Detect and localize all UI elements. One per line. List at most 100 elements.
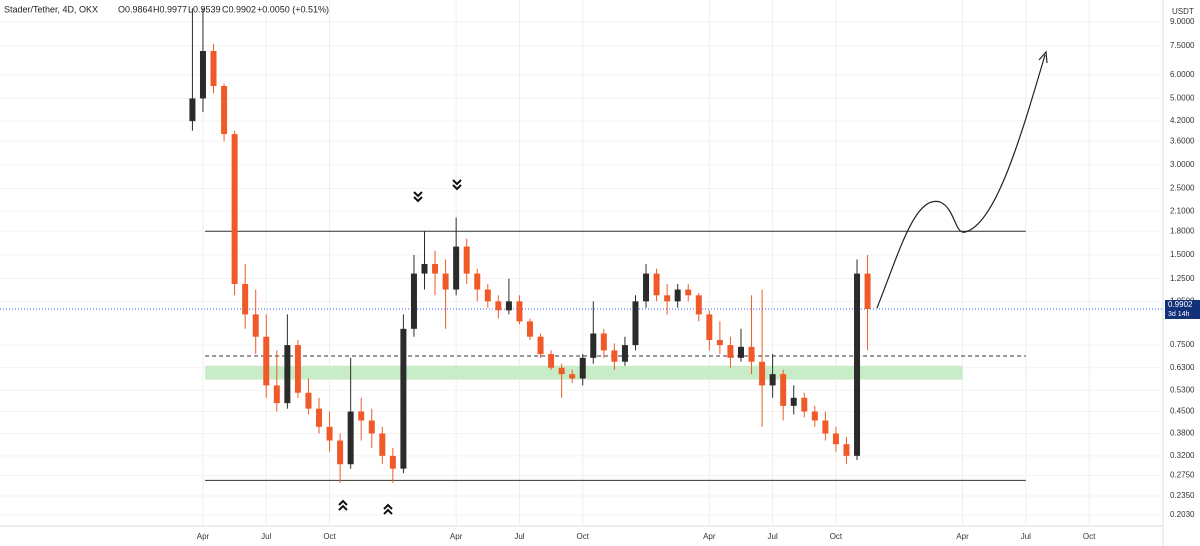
candle-body <box>516 301 523 322</box>
y-tick-label: 0.7500 <box>1170 340 1195 349</box>
candle-body <box>442 273 449 290</box>
candle-body <box>463 246 470 274</box>
candle-body <box>811 411 818 421</box>
x-tick-label: Oct <box>577 532 590 541</box>
candle-body <box>716 339 723 346</box>
candle-body <box>358 411 365 421</box>
candle-body <box>674 289 681 302</box>
candle-body <box>737 346 744 358</box>
chevron-down <box>413 191 423 203</box>
candle-body <box>643 273 650 302</box>
axes: 9.0000 7.5000 6.0000 5.0000 4.2000 3.6000 3.00… <box>197 17 1200 541</box>
candle-body <box>832 433 839 445</box>
candle-body <box>432 263 439 274</box>
candle-body <box>579 357 586 379</box>
candles <box>189 8 871 483</box>
candle-body <box>790 397 797 406</box>
chevron-up <box>338 499 348 511</box>
candle-body <box>242 283 249 315</box>
price-tag-label: 0.9902 <box>1168 300 1193 309</box>
y-tick-label: 0.2750 <box>1170 471 1195 480</box>
y-tick-label: 3.0000 <box>1170 160 1195 169</box>
y-tick-label: 0.3200 <box>1170 451 1195 460</box>
y-tick-label: 1.5000 <box>1170 250 1195 259</box>
y-tick-label: 4.2000 <box>1170 116 1195 125</box>
y-tick-label: 0.2350 <box>1170 491 1195 500</box>
candle-body <box>727 345 734 358</box>
candle-body <box>316 408 323 427</box>
candle-body <box>822 420 829 434</box>
x-tick-label: Jul <box>768 532 778 541</box>
candle-body <box>263 336 270 386</box>
candle-body <box>210 51 217 87</box>
candle-body <box>854 273 861 456</box>
y-tick-label: 0.4500 <box>1170 407 1195 416</box>
candle-body <box>685 289 692 296</box>
y-tick-label: 0.6300 <box>1170 363 1195 372</box>
candle-body <box>294 345 301 393</box>
x-tick-label: Oct <box>1083 532 1096 541</box>
y-tick-label: 0.3800 <box>1170 429 1195 438</box>
high: H0.9977 <box>153 4 187 14</box>
candle-body <box>801 397 808 412</box>
candle-body <box>505 301 512 311</box>
candle-body <box>864 273 871 310</box>
candle-body <box>221 86 228 135</box>
y-tick-label: 1.8000 <box>1170 226 1195 235</box>
candle-body <box>558 367 565 375</box>
low: L0.9539 <box>188 4 221 14</box>
candle-body <box>368 420 375 434</box>
y-tick-label: 0.2030 <box>1170 510 1195 519</box>
candle-body <box>495 301 502 311</box>
candle-body <box>305 392 312 409</box>
x-tick-label: Oct <box>323 532 336 541</box>
open: O0.9864 <box>118 4 153 14</box>
candle-body <box>273 385 280 404</box>
change: +0.0050 (+0.51%) <box>257 4 329 14</box>
chevron-down <box>452 179 462 191</box>
x-tick-label: Apr <box>450 532 463 541</box>
candle-body <box>780 374 787 406</box>
candle-body <box>843 444 850 456</box>
candle-body <box>632 301 639 346</box>
candle-body <box>410 273 417 329</box>
x-tick-label: Jul <box>1021 532 1031 541</box>
candle-body <box>706 314 713 340</box>
candle-body <box>453 246 460 290</box>
y-tick-label: 1.2500 <box>1170 274 1195 283</box>
candle-body <box>474 273 481 290</box>
candle-body <box>189 98 196 122</box>
candle-body <box>199 51 206 99</box>
close: C0.9902 <box>222 4 256 14</box>
x-tick-label: Apr <box>197 532 210 541</box>
x-tick-label: Jul <box>514 532 524 541</box>
chevrons <box>338 179 462 515</box>
price-tag <box>1165 299 1200 319</box>
candle-body <box>284 345 291 404</box>
candle-body <box>569 374 576 379</box>
grid <box>0 0 1160 525</box>
candle-body <box>231 134 238 284</box>
candle-body <box>548 354 555 368</box>
x-tick-label: Apr <box>703 532 716 541</box>
candle-body <box>537 336 544 355</box>
symbol: Stader/Tether, 4D, OKX <box>4 4 98 14</box>
x-tick-label: Apr <box>956 532 969 541</box>
y-tick-label: 9.0000 <box>1170 17 1195 26</box>
candle-body <box>759 361 766 386</box>
candle-body <box>653 273 660 296</box>
candle-body <box>748 346 755 362</box>
candle-body <box>389 455 396 469</box>
candle-body <box>695 295 702 315</box>
arrow-head <box>1038 50 1048 64</box>
candle-body <box>484 289 491 302</box>
candle-body <box>611 350 618 362</box>
y-tick-label: 2.1000 <box>1170 206 1195 215</box>
chevron-up <box>383 503 393 515</box>
projection-arrow <box>876 54 1046 309</box>
y-tick-label: 2.5000 <box>1170 184 1195 193</box>
y-tick-label: 6.0000 <box>1170 70 1195 79</box>
y-tick-label: 0.5300 <box>1170 385 1195 394</box>
